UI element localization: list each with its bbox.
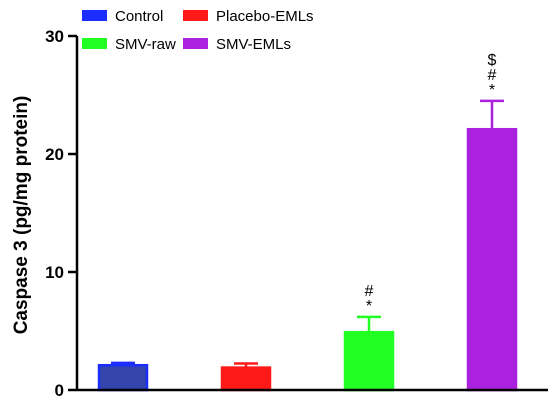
significance-marker: #: [488, 67, 497, 84]
significance-marker: #: [365, 283, 374, 300]
bar-placebo-emls: [220, 366, 272, 392]
legend-label: Control: [115, 8, 163, 25]
y-tick-label: 0: [55, 381, 64, 400]
significance-marker: *: [489, 82, 495, 99]
legend-swatch: [82, 10, 107, 21]
significance-marker: $: [488, 52, 497, 69]
y-tick-label: 30: [45, 27, 64, 46]
legend-swatch: [183, 38, 208, 49]
significance-marker: *: [366, 298, 372, 315]
legend-label: SMV-raw: [115, 36, 176, 53]
legend: Control Placebo-EMLs SMV-raw SMV-EMLs: [82, 8, 314, 53]
y-axis: 0 10 20 30: [45, 27, 79, 400]
y-axis-label: Caspase 3 (pg/mg protein): [11, 96, 32, 335]
bar-smv-emls: [466, 127, 518, 392]
y-tick-label: 20: [45, 145, 64, 164]
legend-label: Placebo-EMLs: [216, 8, 314, 25]
legend-swatch: [183, 10, 208, 21]
bar-control: [97, 363, 149, 392]
legend-label: SMV-EMLs: [216, 36, 291, 53]
y-tick-label: 10: [45, 263, 64, 282]
legend-swatch: [82, 38, 107, 49]
plot-area: *#*#$: [77, 52, 548, 392]
bar-smv-raw: [343, 330, 395, 392]
